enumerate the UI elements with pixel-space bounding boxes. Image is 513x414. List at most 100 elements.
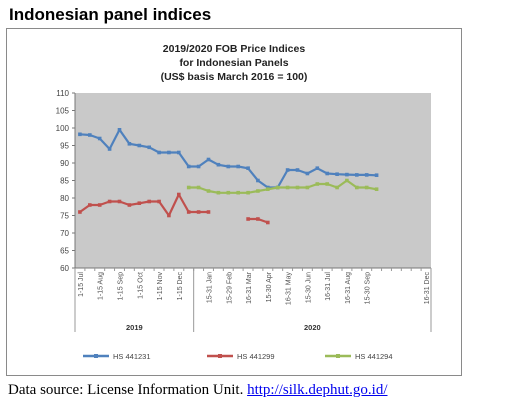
data-point xyxy=(196,164,201,169)
x-tick-label: 1-15 Dec xyxy=(177,272,184,301)
y-tick-label: 80 xyxy=(60,194,69,203)
chart-svg: 2019/2020 FOB Price Indices for Indonesia… xyxy=(56,43,432,361)
x-tick-label: 1-15 Nov xyxy=(157,272,164,301)
data-point xyxy=(78,132,82,137)
x-tick-label: 16-31 Mar xyxy=(246,271,253,304)
legend: HS 441231 HS 441299 HS 441294 xyxy=(83,352,393,361)
data-source-text: Data source: License Information Unit. xyxy=(8,382,248,398)
x-tick-label: 15-30 Sep xyxy=(365,272,372,304)
data-point xyxy=(147,145,151,150)
legend-label: HS 441294 xyxy=(355,352,393,361)
y-tick-label: 90 xyxy=(60,159,69,168)
data-point xyxy=(295,168,300,172)
data-point xyxy=(325,171,329,176)
data-source-link[interactable]: http://silk.dephut.go.id/ xyxy=(247,382,388,398)
data-point xyxy=(157,199,161,204)
chart-title-line: (US$ basis March 2016 = 100) xyxy=(161,71,308,83)
series-3 xyxy=(186,178,379,195)
chart-title: 2019/2020 FOB Price Indices for Indonesia… xyxy=(161,43,308,83)
legend-label: HS 441299 xyxy=(237,352,275,361)
year-label: 2020 xyxy=(304,323,321,332)
data-point xyxy=(78,210,82,214)
data-point xyxy=(117,199,122,204)
data-point xyxy=(256,217,260,221)
y-tick-label: 105 xyxy=(56,107,70,116)
data-point xyxy=(364,173,369,177)
y-tick-label: 75 xyxy=(60,212,69,221)
data-point xyxy=(325,182,329,186)
x-tick-label: 15-29 Feb xyxy=(226,272,233,304)
y-tick-label: 85 xyxy=(60,177,69,186)
data-point xyxy=(127,203,132,207)
data-point xyxy=(266,187,270,191)
y-tick-label: 100 xyxy=(56,124,70,133)
data-point xyxy=(285,185,290,190)
data-point xyxy=(246,190,250,195)
x-tick-label: 1-15 Aug xyxy=(98,272,105,300)
data-point xyxy=(216,162,221,167)
y-tick-label: 65 xyxy=(60,247,69,256)
data-point xyxy=(216,190,221,195)
data-point xyxy=(167,150,171,155)
data-point xyxy=(186,210,191,214)
chart-title-line: 2019/2020 FOB Price Indices xyxy=(163,43,306,55)
data-point xyxy=(196,185,201,190)
data-point xyxy=(236,164,240,169)
data-point xyxy=(117,128,122,132)
data-point xyxy=(256,178,260,183)
data-point xyxy=(236,190,240,195)
x-axis: 1-15 Jul 1-15 Aug 1-15 Sep 1-15 Oct 1-15 Nov… xyxy=(74,267,432,332)
data-point xyxy=(196,210,201,214)
y-axis: 60 65 70 75 80 85 90 95 100 105 110 xyxy=(56,89,76,273)
data-source: Data source: License Information Unit. h… xyxy=(8,382,388,399)
data-point xyxy=(97,136,102,141)
x-tick-label: 16-31 Jul xyxy=(325,272,332,301)
series-group xyxy=(78,128,379,225)
year-label: 2019 xyxy=(126,323,143,332)
x-tick-label: 16-31 Dec xyxy=(424,272,431,305)
data-point xyxy=(137,143,142,148)
x-tick-label: 1-15 Jul xyxy=(78,272,85,297)
series-2 xyxy=(78,192,270,225)
x-tick-label: 1-15 Oct xyxy=(137,272,144,299)
data-point xyxy=(246,217,250,221)
chart-frame: 2019/2020 FOB Price Indices for Indonesia… xyxy=(6,28,462,376)
legend-marker xyxy=(218,354,222,358)
x-tick-label: 15-31 Jan xyxy=(207,272,214,303)
y-tick-label: 60 xyxy=(60,264,69,273)
data-point xyxy=(206,189,211,193)
data-point xyxy=(186,164,191,169)
data-point xyxy=(355,173,359,177)
data-point xyxy=(364,185,369,190)
data-point xyxy=(305,171,310,176)
data-point xyxy=(246,166,250,170)
data-point xyxy=(345,172,349,177)
data-point xyxy=(256,189,260,193)
data-point xyxy=(127,142,132,146)
data-point xyxy=(137,201,142,205)
legend-label: HS 441231 xyxy=(113,352,151,361)
y-tick-label: 110 xyxy=(56,89,69,98)
data-point xyxy=(315,166,320,170)
data-point xyxy=(226,190,231,195)
x-tick-label: 16-31 Aug xyxy=(345,272,352,304)
data-point xyxy=(345,178,349,183)
x-tick-label: 15-30 Jun xyxy=(305,272,312,303)
data-point xyxy=(107,147,112,151)
data-point xyxy=(97,203,102,207)
data-point xyxy=(335,185,339,190)
data-point xyxy=(186,185,191,190)
legend-marker xyxy=(336,354,340,358)
data-point xyxy=(88,133,92,137)
data-point xyxy=(206,157,211,162)
chart-title-line: for Indonesian Panels xyxy=(179,57,288,69)
y-tick-label: 70 xyxy=(60,229,69,238)
data-point xyxy=(226,164,231,169)
data-point xyxy=(355,185,359,190)
data-point xyxy=(157,150,161,155)
data-point xyxy=(305,185,310,190)
data-point xyxy=(295,185,300,190)
data-point xyxy=(177,192,181,197)
data-point xyxy=(107,199,112,204)
x-tick-label: 15-30 Apr xyxy=(266,271,273,302)
